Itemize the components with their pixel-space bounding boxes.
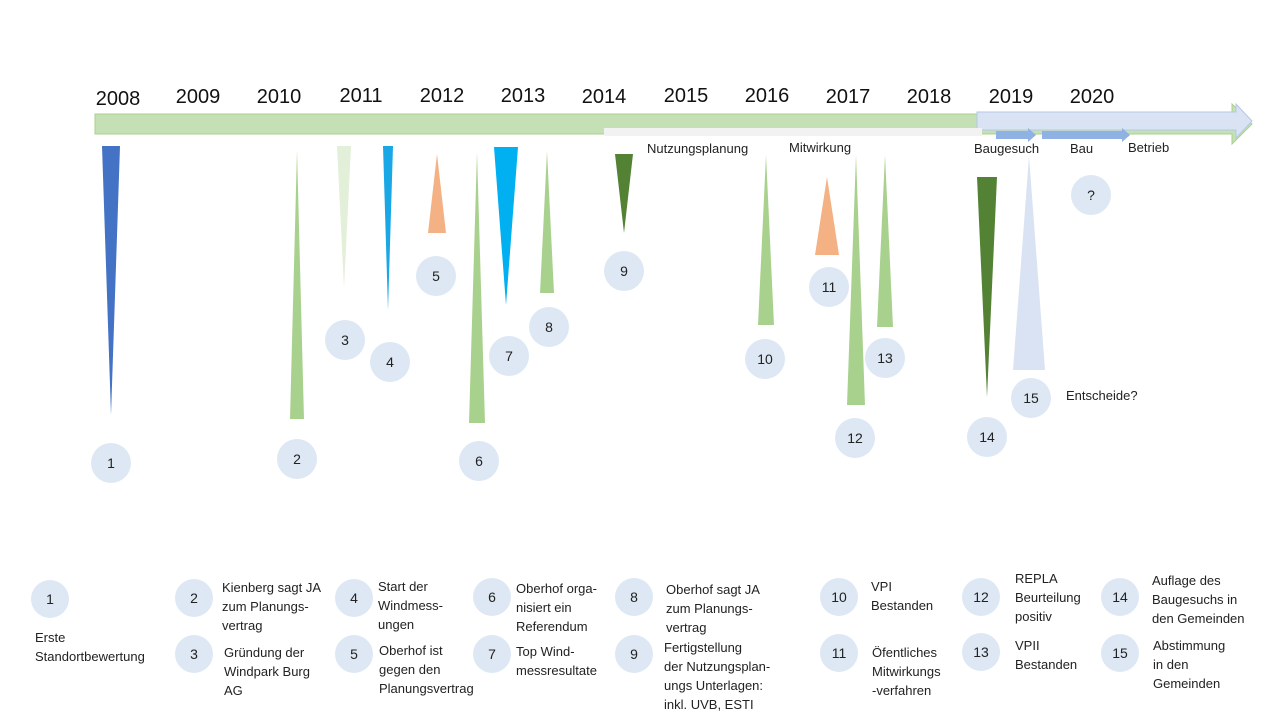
phase-arrow-bau: [1042, 128, 1130, 142]
legend-marker-3: 3: [175, 635, 213, 673]
year-label-2017: 2017: [825, 86, 871, 108]
legend-text-12: REPLA Beurteilung positiv: [1015, 571, 1081, 624]
year-label-2019: 2019: [988, 86, 1034, 108]
phase-label-mitwirkung: Mitwirkung: [789, 140, 852, 155]
event-marker-12: 12: [835, 418, 875, 458]
year-label-2008: 2008: [95, 88, 141, 110]
event-marker-8: 8: [529, 307, 569, 347]
legend-text-6: Oberhof orga- nisiert ein Referendum: [516, 581, 597, 634]
event-triangle-11: [815, 177, 839, 255]
legend-text-11: Öfentliches Mitwirkungs -verfahren: [872, 645, 941, 698]
year-label-2014: 2014: [581, 86, 627, 108]
event-marker-4: 4: [370, 342, 410, 382]
event-marker-14: 14: [967, 417, 1007, 457]
legend-marker-5: 5: [335, 635, 373, 673]
year-label-2012: 2012: [419, 85, 465, 107]
event-marker-5: 5: [416, 256, 456, 296]
legend-marker-15: 15: [1101, 634, 1139, 672]
legend-marker-2: 2: [175, 579, 213, 617]
legend-text-13: VPII Bestanden: [1015, 638, 1078, 672]
event-triangle-12: [847, 155, 865, 405]
event-marker-3: 3: [325, 320, 365, 360]
legend-marker-13: 13: [962, 633, 1000, 671]
event-triangle-13: [877, 155, 893, 327]
legend-text-14: Auflage des Baugesuchs in den Gemeinden: [1152, 573, 1245, 626]
legend-marker-6: 6: [473, 578, 511, 616]
future-marker: ?: [1071, 175, 1111, 215]
phase-label-baugesuch: Baugesuch: [974, 141, 1040, 156]
phase-label-betrieb: Betrieb: [1128, 140, 1170, 155]
year-label-2016: 2016: [744, 85, 790, 107]
year-label-2010: 2010: [256, 86, 302, 108]
year-label-2009: 2009: [175, 86, 221, 108]
legend-marker-12: 12: [962, 578, 1000, 616]
legend-marker-8: 8: [615, 578, 653, 616]
event-triangle-8: [540, 151, 554, 293]
event-marker-15: 15: [1011, 378, 1051, 418]
event-marker-11: 11: [809, 267, 849, 307]
legend-marker-9: 9: [615, 635, 653, 673]
event-marker-1: 1: [91, 443, 131, 483]
legend-text-5: Oberhof ist gegen den Planungsvertrag: [379, 643, 474, 696]
legend-text-10: VPI Bestanden: [871, 579, 934, 613]
event-marker-6: 6: [459, 441, 499, 481]
event-triangle-9: [615, 154, 633, 233]
legend-marker-11: 11: [820, 634, 858, 672]
legend-text-7: Top Wind- messresultate: [516, 644, 597, 678]
event-triangle-5: [428, 154, 446, 233]
event-triangle-1: [102, 146, 120, 415]
event-triangle-6: [469, 152, 485, 423]
event-triangle-7: [494, 147, 518, 305]
entscheide-note: Entscheide?: [1066, 388, 1138, 403]
year-label-2015: 2015: [663, 85, 709, 107]
year-label-2018: 2018: [906, 86, 952, 108]
legend-marker-7: 7: [473, 635, 511, 673]
event-triangle-3: [337, 146, 351, 288]
event-marker-10: 10: [745, 339, 785, 379]
phase-arrow-baugesuch: [996, 128, 1036, 142]
year-label-2011: 2011: [339, 85, 383, 107]
legend-text-9: Fertigstellung der Nutzungsplan- ungs Un…: [664, 640, 771, 712]
legend-text-2: Kienberg sagt JA zum Planungs- vertrag: [222, 580, 322, 633]
event-marker-13: 13: [865, 338, 905, 378]
event-triangle-2: [290, 150, 304, 419]
legend-text-1: Erste Standortbewertung: [35, 630, 145, 664]
legend-marker-14: 14: [1101, 578, 1139, 616]
event-triangle-4: [383, 146, 393, 310]
event-marker-9: 9: [604, 251, 644, 291]
event-triangle-10: [758, 155, 774, 325]
legend-text-8: Oberhof sagt JA zum Planungs- vertrag: [666, 582, 760, 635]
event-marker-7: 7: [489, 336, 529, 376]
phase-bar-nutzungsplanung: [604, 128, 982, 136]
year-label-2020: 2020: [1069, 86, 1115, 108]
event-marker-2: 2: [277, 439, 317, 479]
legend-marker-10: 10: [820, 578, 858, 616]
legend-text-15: Abstimmung in den Gemeinden: [1153, 638, 1226, 691]
event-triangle-14: [977, 177, 997, 397]
legend-marker-1: 1: [31, 580, 69, 618]
year-label-2013: 2013: [500, 85, 546, 107]
phase-label-bau: Bau: [1070, 141, 1094, 156]
legend-marker-4: 4: [335, 579, 373, 617]
legend-text-4: Start der Windmess- ungen: [378, 579, 444, 632]
event-triangle-15: [1013, 156, 1045, 370]
legend-text-3: Gründung der Windpark Burg AG: [224, 645, 310, 698]
timeline-future-arrow: [976, 102, 1253, 140]
phase-label-nutzungsplanung: Nutzungsplanung: [647, 141, 749, 156]
